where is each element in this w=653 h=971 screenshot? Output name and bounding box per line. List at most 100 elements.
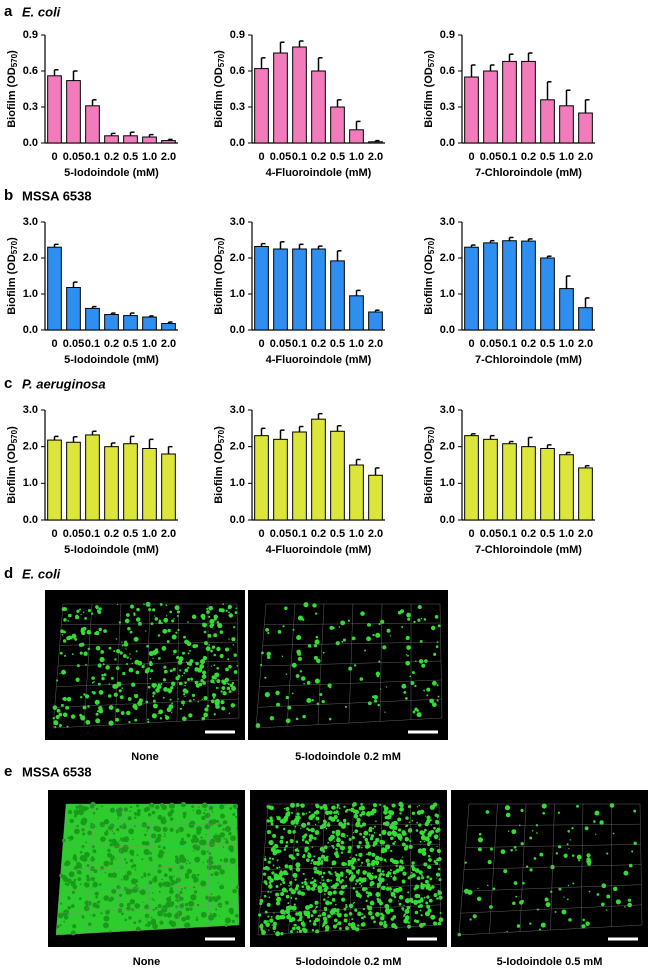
cell-cluster (437, 921, 442, 926)
cell-cluster (201, 911, 205, 915)
x-axis-label: 4-Fluoroindole (mM) (266, 167, 372, 179)
cell-cluster (161, 646, 167, 651)
cell-cluster (366, 891, 370, 895)
cell-cluster (319, 825, 324, 830)
cell-cluster (151, 713, 157, 719)
panel-letter: e (4, 763, 12, 780)
cell-cluster (158, 869, 161, 872)
cell-cluster (403, 904, 405, 906)
cell-cluster (307, 644, 312, 648)
cell-cluster (56, 708, 61, 713)
cell-cluster (104, 871, 107, 874)
y-tick-label: 3.0 (230, 404, 245, 416)
x-axis-label: 7-Chloroindole (mM) (475, 354, 582, 366)
cell-cluster (136, 607, 140, 612)
cell-cluster (64, 654, 67, 657)
grid-overlay (639, 803, 643, 926)
bar (349, 129, 364, 144)
cell-cluster (631, 850, 634, 853)
cell-cluster (285, 841, 289, 844)
cell-cluster (74, 828, 80, 835)
cell-cluster (375, 891, 381, 898)
cell-cluster (268, 884, 273, 889)
cell-cluster (578, 859, 581, 862)
cell-cluster (285, 844, 288, 848)
cell-cluster (71, 890, 76, 894)
y-label-end: ) (423, 50, 435, 54)
bar (292, 46, 307, 144)
cell-cluster (329, 625, 334, 630)
cell-cluster (231, 919, 235, 924)
x-tick-label: 0.2 (104, 528, 119, 540)
cell-cluster (95, 718, 101, 724)
grid-overlay (458, 924, 643, 936)
cell-cluster (360, 861, 364, 864)
cell-cluster (126, 656, 129, 659)
cell-cluster (224, 825, 231, 832)
y-label-main: Biofilm (OD (213, 254, 225, 315)
cell-cluster (228, 638, 230, 640)
cell-cluster (219, 884, 225, 890)
cell-cluster (150, 859, 153, 862)
cell-cluster (436, 897, 439, 900)
cell-cluster (173, 649, 177, 654)
cell-cluster (347, 859, 352, 864)
cell-cluster (124, 887, 129, 892)
y-tick-label: 2.0 (23, 252, 38, 264)
cell-cluster (307, 828, 311, 832)
cell-cluster (352, 867, 355, 870)
cell-cluster (387, 871, 391, 875)
cell-cluster (426, 694, 429, 697)
cell-cluster (302, 835, 306, 839)
cell-cluster (108, 646, 112, 650)
cell-cluster (295, 674, 300, 678)
cell-cluster (157, 910, 164, 917)
cell-cluster (332, 846, 335, 849)
cell-cluster (430, 829, 435, 834)
cell-cluster (623, 870, 629, 876)
cell-cluster (201, 815, 206, 821)
cell-cluster (136, 854, 139, 857)
cell-cluster (169, 698, 172, 701)
cell-cluster (379, 803, 382, 806)
cell-cluster (372, 827, 375, 830)
cell-cluster (576, 804, 579, 808)
cell-cluster (567, 830, 570, 833)
cell-cluster (308, 817, 311, 819)
cell-cluster (200, 679, 204, 683)
cell-cluster (333, 811, 337, 815)
cell-cluster (221, 824, 223, 826)
grid-overlay (257, 924, 442, 936)
cell-cluster (423, 840, 426, 843)
bar (292, 248, 307, 331)
cell-cluster (92, 849, 96, 853)
cell-cluster (263, 858, 267, 861)
cell-cluster (305, 812, 308, 815)
bar-chart: 0.00.30.60.90 0.05 0.1 0.2 0.5 1.0 2.07-Chloro… (423, 29, 595, 179)
cell-cluster (322, 916, 328, 921)
cell-cluster (357, 858, 360, 861)
cell-cluster (554, 910, 557, 913)
cell-cluster (355, 879, 359, 883)
cell-cluster (374, 825, 377, 828)
cell-cluster (181, 675, 183, 677)
cell-cluster (345, 903, 348, 906)
x-tick-label: 0.2 (311, 338, 326, 350)
bar (47, 246, 62, 331)
cell-cluster (430, 848, 432, 851)
y-label-sub: 570 (10, 429, 19, 443)
y-axis-label: Biofilm (OD570) (6, 237, 19, 315)
cell-cluster (181, 700, 185, 705)
cell-cluster (144, 841, 150, 846)
y-tick-label: 0.0 (440, 514, 455, 526)
cell-cluster (378, 833, 382, 837)
cell-cluster (321, 911, 327, 917)
cell-cluster (407, 876, 411, 880)
cell-cluster (96, 900, 100, 904)
cell-cluster (361, 846, 363, 849)
cell-cluster (273, 931, 276, 933)
cell-cluster (323, 906, 328, 911)
grid-overlay (259, 904, 441, 914)
cell-cluster (361, 913, 364, 915)
cell-cluster (108, 694, 112, 698)
